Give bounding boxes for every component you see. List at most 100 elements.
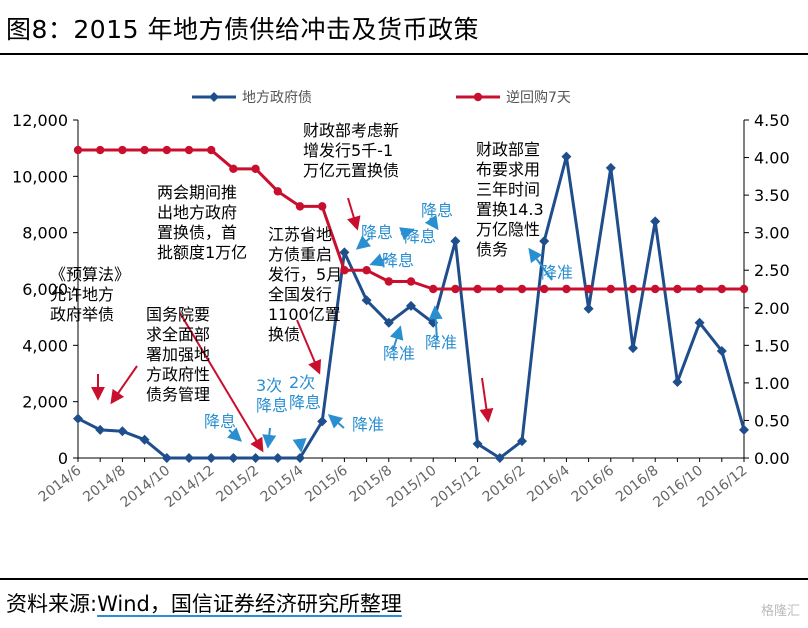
annotation-line: 降息 [361,223,393,242]
annotation-arrow [110,365,138,405]
repo-point [140,145,149,155]
bond-point [361,295,372,306]
bond-point [694,317,705,328]
right-tick-label: 0.50 [754,411,790,430]
bond-point [117,426,128,437]
bond-point [739,424,749,435]
bottom-rule [0,578,808,580]
annotation-line: 债务 [476,240,508,259]
annotation-9: 降准 [352,415,384,434]
watermark: 格隆汇 [760,604,800,619]
legend-label-0: 地方政府债 [242,90,312,106]
repo-point [739,284,749,294]
bond-point [228,453,239,463]
annotation-11: 降息 [404,227,436,246]
repo-point [162,145,171,155]
right-tick-label: 4.50 [754,111,790,130]
annotation-14: 降准 [383,344,415,363]
bond-point [517,436,527,447]
repo-point [318,202,327,211]
right-tick-label: 4.00 [754,149,790,168]
bond-point [561,151,572,162]
repo-point [517,284,527,294]
annotation-arrow [292,438,307,453]
annotation-line: 署加强地 [146,345,210,364]
annotation-line: 两会期间推 [157,183,237,202]
bond-point [672,376,683,387]
annotation-line: 1100亿置 [268,305,341,324]
repo-point [451,284,460,294]
annotation-line: 降息 [404,227,436,246]
source-note: 资料来源:Wind，国信证券经济研究所整理 [6,588,402,618]
bond-point [650,216,661,227]
repo-point [429,284,438,294]
annotation-16: 降准 [541,263,573,282]
legend-marker [209,92,219,102]
repo-point [251,164,260,174]
repo-point [495,284,504,294]
annotation-arrow [428,305,443,341]
bond-point [583,303,594,314]
annotation-4: 江苏省地方债重启发行，5月全国发行 1100亿置换债 [268,225,342,344]
x-tick-label: 2016/6 [569,462,618,505]
annotation-line: 三年时间 [476,180,540,199]
bond-point [339,247,350,258]
repo-point [628,284,638,294]
annotation-line: 降息 [256,396,288,415]
chart: 0 2,000 4,000 6,000 8,000 10,000 12,000 0.00 0.5… [12,90,790,511]
repo-point [673,284,682,294]
x-tick-label: 2015/4 [258,462,307,505]
left-tick-label: 8,000 [22,224,68,243]
x-tick-label: 2015/12 [428,463,484,511]
repo-point [473,284,482,294]
annotation-15: 降准 [425,333,457,352]
annotation-0: 《预算法》允许地方政府举债 [50,265,130,324]
annotation-line: 降息 [421,201,453,220]
bond-point [73,413,83,424]
annotation-line: 江苏省地 [268,225,332,244]
repo-point [184,145,194,155]
annotation-8: 2次降息 [289,373,321,412]
x-tick-label: 2015/2 [213,463,262,506]
annotation-line: 方政府性 [146,365,210,384]
bond-point [317,416,328,427]
annotation-line: 财政部考虑新 [303,121,399,140]
x-tick-label: 2014/6 [36,462,85,505]
annotation-arrow [355,235,372,250]
annotation-arrow [347,197,361,231]
annotation-13: 降息 [421,201,453,220]
source-prefix: 资料来源: [6,592,98,616]
annotation-2: 两会期间推出地方政府置换债，首批额度1万亿 [157,183,247,262]
bond-point [139,434,150,445]
annotation-line: 3次 [256,376,282,395]
bond-point [494,453,505,463]
annotation-line: 增发行5千-1 [303,141,393,160]
annotation-line: 降准 [383,344,415,363]
left-tick-label: 2,000 [22,393,68,412]
annotation-arrow [296,319,322,375]
repo-point [229,164,238,174]
annotation-line: 降准 [541,263,573,282]
right-tick-label: 1.50 [754,336,790,355]
annotation-line: 批额度1万亿 [157,243,247,262]
annotation-line: 债务管理 [146,385,210,404]
right-tick-label: 3.00 [754,224,790,243]
annotation-line: 降息 [289,393,321,412]
repo-point [273,187,282,196]
annotation-5: 财政部宣布要求用三年时间置换14.3 万亿隐性债务 [476,140,544,259]
left-tick-label: 0 [58,449,68,468]
annotation-line: 置换14.3 [476,200,544,219]
annotation-line: 国务院要 [146,305,210,324]
bond-point [716,345,727,356]
repo-point [118,145,127,155]
repo-point [562,284,571,294]
repo-point [584,284,593,294]
annotation-arrow [389,325,404,351]
x-tick-label: 2016/12 [695,463,751,511]
annotation-line: 2次 [289,373,315,392]
bond-point [295,453,305,463]
annotation-arrow [369,253,389,267]
annotation-arrow [424,214,439,231]
left-tick-label: 6,000 [22,280,68,299]
annotation-line: 《预算法》 [50,265,130,284]
